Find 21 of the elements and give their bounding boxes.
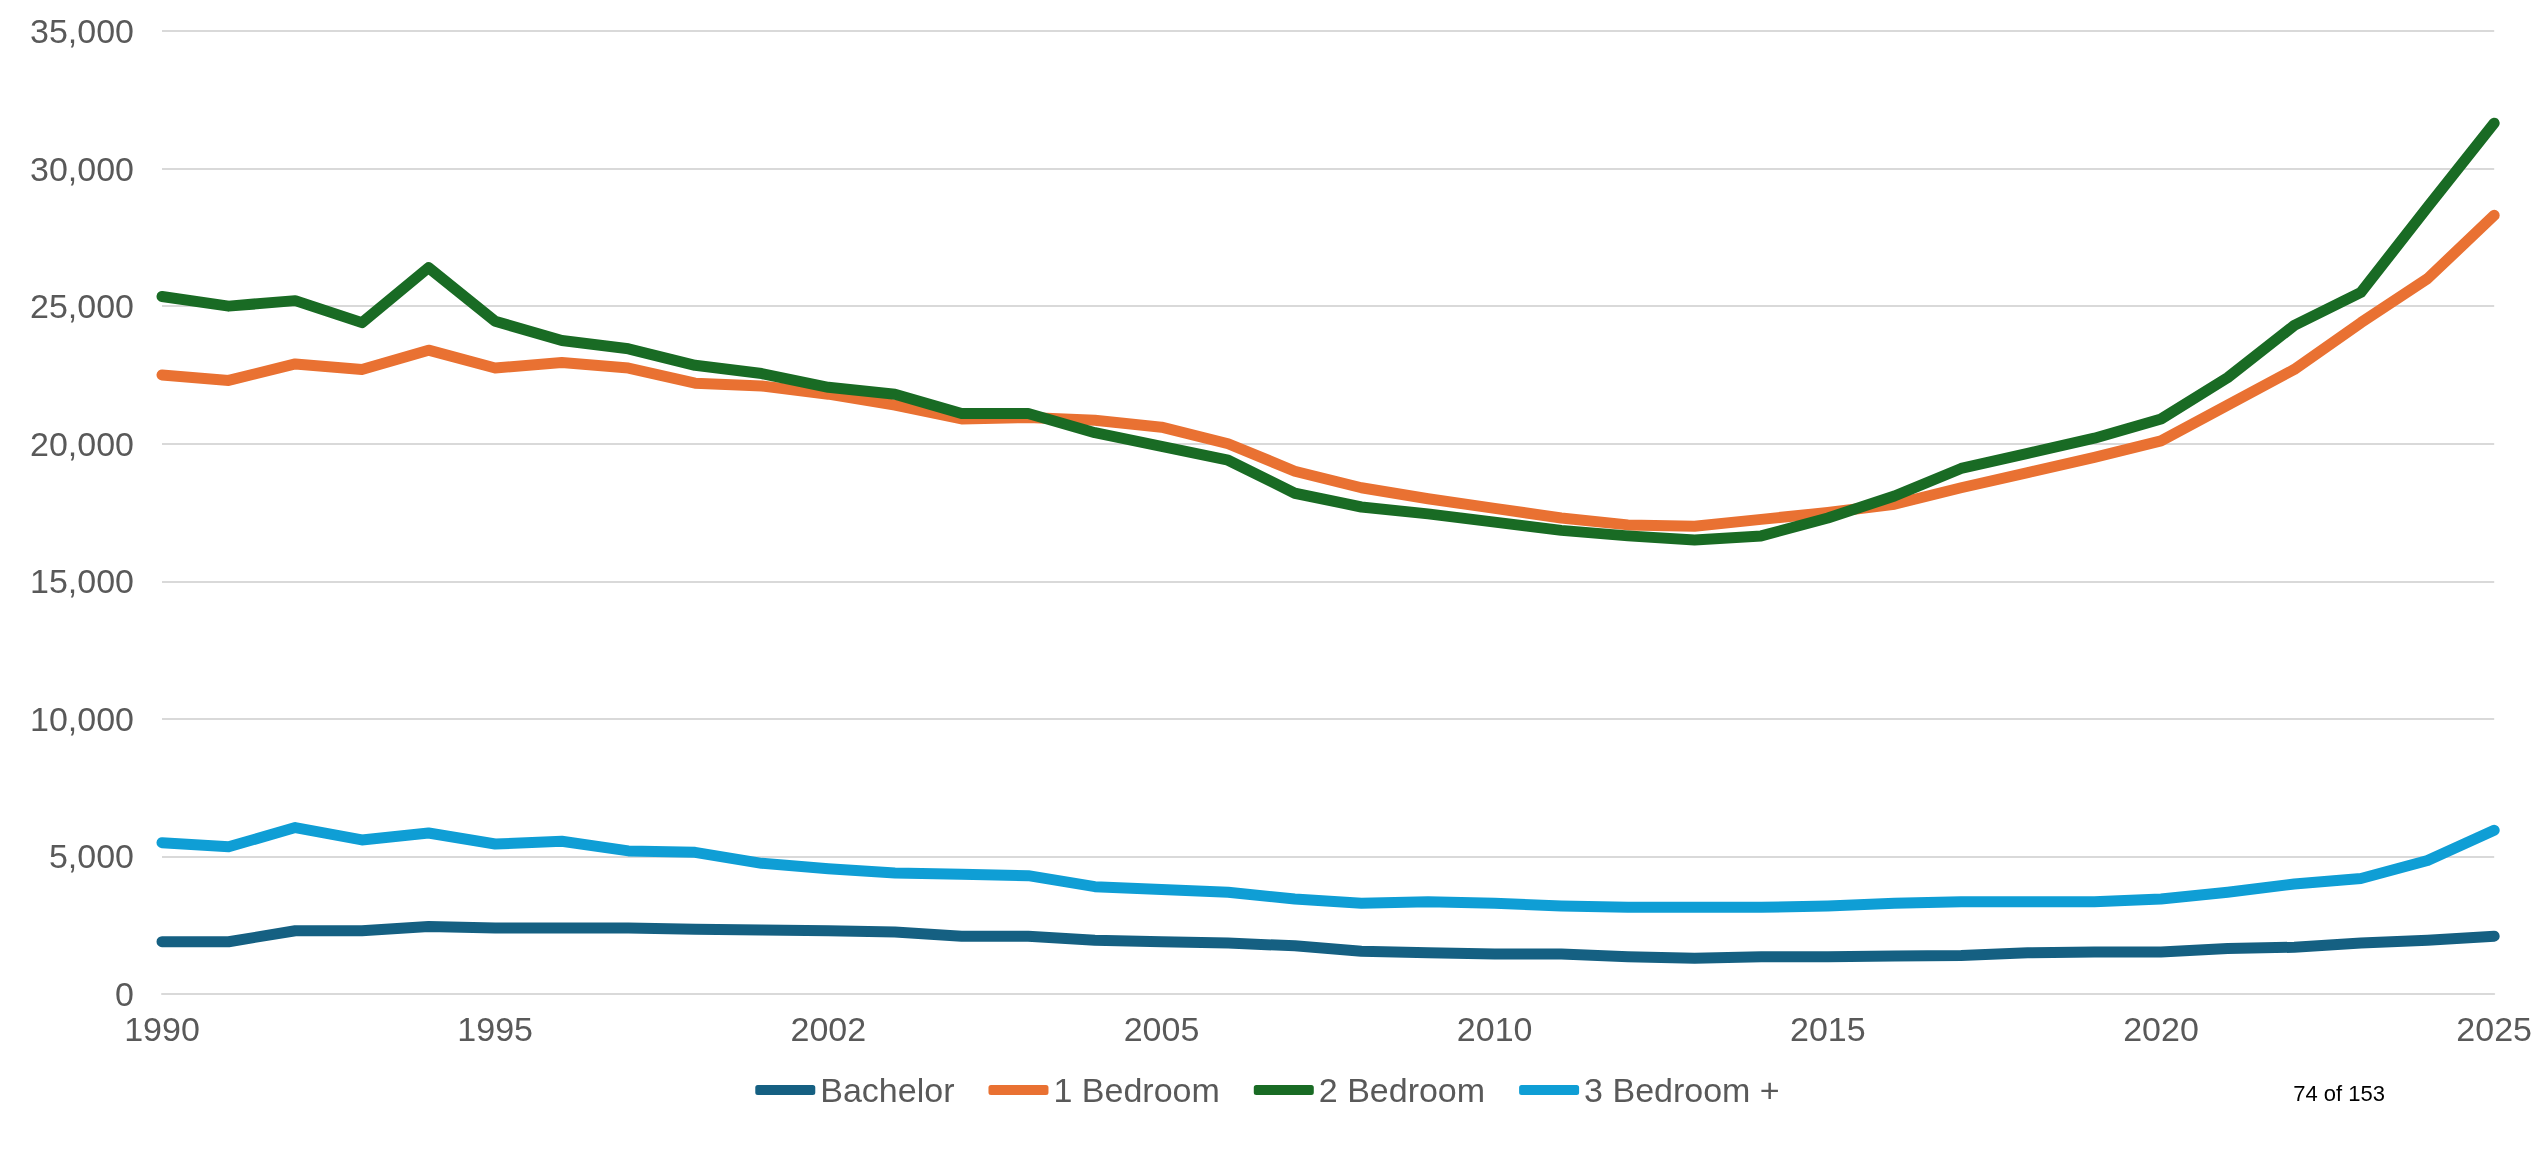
y-tick-label: 20,000: [30, 424, 134, 463]
legend-label: 2 Bedroom: [1318, 1071, 1486, 1109]
x-tick-label: 2020: [2123, 1010, 2199, 1048]
y-tick-label: 30,000: [30, 149, 134, 188]
y-tick-label: 25,000: [30, 287, 134, 326]
x-tick-label: 2025: [2456, 1010, 2532, 1048]
legend-label: 1 Bedroom: [1053, 1071, 1220, 1109]
x-tick-label: 1990: [124, 1010, 200, 1048]
legend-label: 3 Bedroom +: [1584, 1071, 1780, 1109]
y-tick-label: 35,000: [30, 12, 134, 50]
x-tick-label: 2002: [790, 1010, 867, 1048]
x-tick-label: 2015: [1790, 1010, 1866, 1048]
y-tick-label: 10,000: [30, 699, 134, 738]
legend-label: Bachelor: [820, 1071, 955, 1109]
y-tick-label: 15,000: [30, 562, 134, 601]
x-tick-label: 2010: [1456, 1010, 1533, 1048]
y-tick-label: 0: [115, 975, 134, 1013]
x-tick-label: 1995: [457, 1010, 533, 1048]
text: 74 of 153: [2293, 1080, 2385, 1106]
x-tick-label: 2005: [1123, 1010, 1200, 1048]
y-tick-label: 5,000: [48, 837, 134, 876]
